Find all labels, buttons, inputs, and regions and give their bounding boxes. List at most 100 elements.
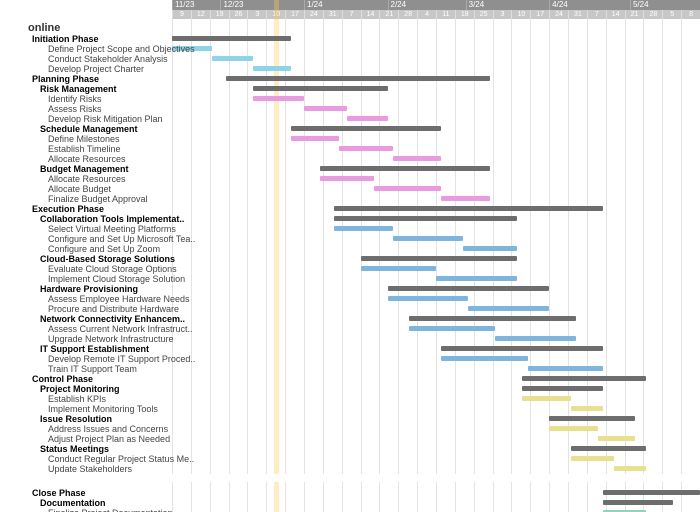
task-bar[interactable] xyxy=(393,156,441,161)
week-header: 5 xyxy=(662,10,681,19)
task-bar[interactable] xyxy=(361,266,436,271)
task-row[interactable]: Finalize Project Documentation xyxy=(0,508,218,512)
task-bar[interactable] xyxy=(614,466,646,471)
summary-row[interactable]: Initiation Phase xyxy=(0,34,202,44)
task-row[interactable]: Assess Risks xyxy=(0,104,218,114)
task-bar[interactable] xyxy=(291,136,339,141)
task-row[interactable]: Develop Risk Mitigation Plan xyxy=(0,114,218,124)
task-bar[interactable] xyxy=(304,106,347,111)
gridline xyxy=(474,19,475,512)
summary-row[interactable]: Collaboration Tools Implementat.. xyxy=(0,214,210,224)
task-row[interactable]: Conduct Stakeholder Analysis xyxy=(0,54,218,64)
task-row[interactable]: Develop Remote IT Support Proced.. xyxy=(0,354,218,364)
task-bar[interactable] xyxy=(463,246,517,251)
task-row[interactable]: Address Issues and Concerns xyxy=(0,424,218,434)
summary-row[interactable]: Cloud-Based Storage Solutions xyxy=(0,254,210,264)
task-row[interactable]: Conduct Regular Project Status Me.. xyxy=(0,454,218,464)
task-bar[interactable] xyxy=(253,66,291,71)
task-row[interactable]: Allocate Budget xyxy=(0,184,218,194)
summary-bar[interactable] xyxy=(253,86,388,91)
task-bar[interactable] xyxy=(320,176,374,181)
task-bar[interactable] xyxy=(334,226,393,231)
summary-row[interactable]: Issue Resolution xyxy=(0,414,210,424)
summary-row[interactable]: Risk Management xyxy=(0,84,210,94)
summary-row[interactable]: Hardware Provisioning xyxy=(0,284,210,294)
week-header: 18 xyxy=(455,10,474,19)
summary-row[interactable]: Planning Phase xyxy=(0,74,202,84)
task-row[interactable]: Allocate Resources xyxy=(0,174,218,184)
task-row[interactable]: Train IT Support Team xyxy=(0,364,218,374)
task-row[interactable]: Update Stakeholders xyxy=(0,464,218,474)
task-bar[interactable] xyxy=(495,336,576,341)
task-row[interactable]: Identify Risks xyxy=(0,94,218,104)
summary-row[interactable]: Network Connectivity Enhancem.. xyxy=(0,314,210,324)
task-bar[interactable] xyxy=(598,436,636,441)
task-bar[interactable] xyxy=(571,456,614,461)
task-row[interactable]: Select Virtual Meeting Platforms xyxy=(0,224,218,234)
summary-row[interactable]: Execution Phase xyxy=(0,204,202,214)
task-bar[interactable] xyxy=(374,186,441,191)
summary-bar[interactable] xyxy=(291,126,442,131)
summary-bar[interactable] xyxy=(226,76,490,81)
task-bar[interactable] xyxy=(528,366,603,371)
task-row[interactable]: Adjust Project Plan as Needed xyxy=(0,434,218,444)
summary-bar[interactable] xyxy=(603,500,673,505)
task-row[interactable]: Establish KPIs xyxy=(0,394,218,404)
task-bar[interactable] xyxy=(549,426,597,431)
summary-row[interactable]: IT Support Establishment xyxy=(0,344,210,354)
week-header: 26 xyxy=(229,10,248,19)
summary-row[interactable]: Close Phase xyxy=(0,488,202,498)
task-bar[interactable] xyxy=(253,96,304,101)
summary-bar[interactable] xyxy=(549,416,635,421)
summary-bar[interactable] xyxy=(522,376,646,381)
summary-row[interactable]: Schedule Management xyxy=(0,124,210,134)
task-row[interactable]: Finalize Budget Approval xyxy=(0,194,218,204)
week-header: 21 xyxy=(625,10,644,19)
gridline xyxy=(662,19,663,512)
summary-bar[interactable] xyxy=(409,316,576,321)
task-row[interactable]: Configure and Set Up Microsoft Tea.. xyxy=(0,234,218,244)
summary-row[interactable]: Project Monitoring xyxy=(0,384,210,394)
task-bar[interactable] xyxy=(388,296,469,301)
task-row[interactable]: Define Milestones xyxy=(0,134,218,144)
week-header: 7 xyxy=(587,10,606,19)
summary-bar[interactable] xyxy=(571,446,646,451)
summary-bar[interactable] xyxy=(334,206,603,211)
summary-bar[interactable] xyxy=(441,346,603,351)
task-bar[interactable] xyxy=(436,276,517,281)
summary-row[interactable]: Status Meetings xyxy=(0,444,210,454)
task-bar[interactable] xyxy=(441,196,489,201)
week-header: 3 xyxy=(493,10,512,19)
task-bar[interactable] xyxy=(409,326,495,331)
task-row[interactable]: Evaluate Cloud Storage Options xyxy=(0,264,218,274)
task-row[interactable]: Procure and Distribute Hardware xyxy=(0,304,218,314)
task-row[interactable]: Develop Project Charter xyxy=(0,64,218,74)
task-row[interactable]: Define Project Scope and Objectives xyxy=(0,44,218,54)
task-bar[interactable] xyxy=(393,236,463,241)
task-bar[interactable] xyxy=(339,146,393,151)
summary-row[interactable]: Budget Management xyxy=(0,164,210,174)
task-bar[interactable] xyxy=(441,356,527,361)
summary-bar[interactable] xyxy=(320,166,490,171)
task-bar[interactable] xyxy=(571,406,603,411)
summary-row[interactable]: Control Phase xyxy=(0,374,202,384)
task-row[interactable]: Allocate Resources xyxy=(0,154,218,164)
task-bar[interactable] xyxy=(347,116,387,121)
task-bar[interactable] xyxy=(468,306,549,311)
task-row[interactable]: Establish Timeline xyxy=(0,144,218,154)
summary-bar[interactable] xyxy=(361,256,517,261)
task-row[interactable]: Implement Cloud Storage Solution xyxy=(0,274,218,284)
task-row[interactable]: Assess Employee Hardware Needs xyxy=(0,294,218,304)
task-row[interactable]: Assess Current Network Infrastruct.. xyxy=(0,324,218,334)
task-bar[interactable] xyxy=(522,396,570,401)
summary-bar[interactable] xyxy=(388,286,550,291)
task-row[interactable]: Implement Monitoring Tools xyxy=(0,404,218,414)
summary-bar[interactable] xyxy=(603,490,700,495)
summary-bar[interactable] xyxy=(522,386,603,391)
task-row[interactable]: Configure and Set Up Zoom xyxy=(0,244,218,254)
task-bar[interactable] xyxy=(212,56,252,61)
gridline xyxy=(511,19,512,512)
summary-bar[interactable] xyxy=(334,216,517,221)
task-row[interactable]: Upgrade Network Infrastructure xyxy=(0,334,218,344)
summary-row[interactable]: Documentation xyxy=(0,498,210,508)
